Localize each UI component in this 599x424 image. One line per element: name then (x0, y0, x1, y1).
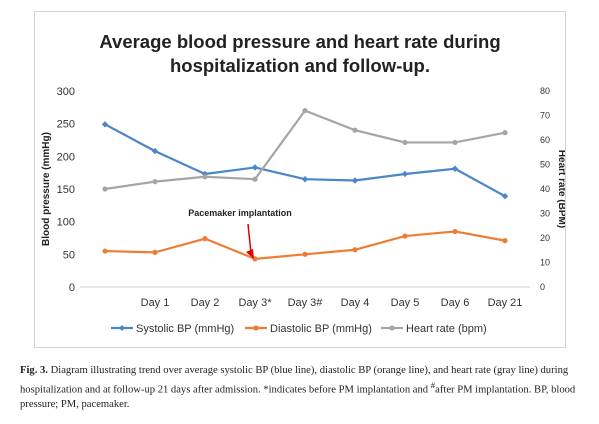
y-right-tick-label: 10 (540, 258, 550, 268)
series-2-point (152, 249, 158, 255)
y-left-tick-label: 200 (57, 151, 75, 163)
y-right-tick-label: 60 (540, 135, 550, 145)
series-2-point (202, 236, 208, 242)
series-3-point (202, 174, 208, 180)
x-tick-label: Day 4 (341, 297, 370, 309)
x-tick-label: Day 1 (141, 297, 170, 309)
caption-text-2: after PM implantation. BP, blood pressur… (20, 384, 576, 410)
series-3-point (452, 139, 458, 146)
x-tick-label: Day 5 (391, 297, 420, 309)
series-1-point (251, 164, 259, 171)
chart-title-line-1: Average blood pressure and heart rate du… (99, 31, 500, 52)
y-left-axis-label: Blood pressure (mmHg) (41, 132, 52, 246)
legend-label: Heart rate (bpm) (406, 323, 487, 335)
y-left-tick-label: 0 (69, 282, 75, 294)
series-1-point (401, 170, 409, 178)
series-3-point (152, 179, 158, 185)
y-left-tick-label: 50 (63, 249, 75, 261)
x-tick-label: Day 6 (441, 297, 470, 309)
series-2-point (452, 228, 458, 235)
annotation-arrowhead (246, 249, 254, 259)
legend-label: Diastolic BP (mmHg) (270, 323, 372, 335)
series-2-point (402, 233, 408, 239)
x-tick-label: Day 3# (288, 297, 324, 309)
series-3-point (502, 130, 508, 136)
figure-caption: Fig. 3. Diagram illustrating trend over … (20, 364, 580, 412)
legend-swatch-marker (253, 325, 259, 331)
y-right-tick-label: 80 (540, 86, 550, 96)
y-right-tick-label: 70 (540, 111, 550, 121)
annotation-label: Pacemaker implantation (188, 208, 292, 218)
y-left-tick-label: 300 (57, 86, 75, 98)
series-line-1 (104, 123, 506, 198)
y-right-tick-label: 40 (540, 184, 550, 194)
series-3-point (302, 108, 308, 114)
series-2-point (102, 248, 108, 254)
y-left-tick-label: 150 (57, 184, 75, 196)
series-1-point (201, 170, 209, 178)
series-3-point (352, 127, 358, 133)
series-1-point (101, 121, 109, 128)
series-1-point (501, 192, 509, 200)
series-1-point (301, 176, 309, 183)
legend-label: Systolic BP (mmHg) (136, 323, 234, 335)
chart-title-line-2: hospitalization and follow-up. (170, 55, 430, 76)
y-right-tick-label: 0 (540, 282, 545, 292)
series-2-point (352, 247, 358, 253)
x-tick-label: Day 3* (238, 297, 272, 309)
y-right-axis-label: Heart rate (BPM) (556, 150, 565, 228)
y-left-tick-label: 250 (57, 119, 75, 131)
series-2-point (302, 251, 308, 257)
series-3-point (102, 186, 108, 192)
series-2-point (502, 238, 508, 244)
series-1-point (351, 177, 359, 184)
annotation-arrow-line (247, 223, 252, 254)
line-chart: Average blood pressure and heart rate du… (41, 31, 565, 335)
y-right-tick-label: 50 (540, 160, 550, 170)
legend-swatch-marker (119, 325, 125, 331)
legend-swatch-marker (389, 325, 395, 331)
y-right-tick-label: 30 (540, 209, 550, 219)
chart-container: Average blood pressure and heart rate du… (34, 11, 566, 348)
caption-superscript: # (430, 380, 436, 390)
x-tick-label: Day 2 (191, 297, 220, 309)
y-right-tick-label: 20 (540, 233, 550, 243)
y-left-tick-label: 100 (57, 217, 75, 229)
x-tick-label: Day 21 (488, 297, 523, 309)
series-3-point (402, 139, 408, 146)
series-3-point (252, 176, 258, 182)
series-1-point (451, 165, 459, 172)
caption-text-1: Diagram illustrating trend over average … (20, 365, 569, 396)
caption-label: Fig. 3. (20, 365, 48, 376)
